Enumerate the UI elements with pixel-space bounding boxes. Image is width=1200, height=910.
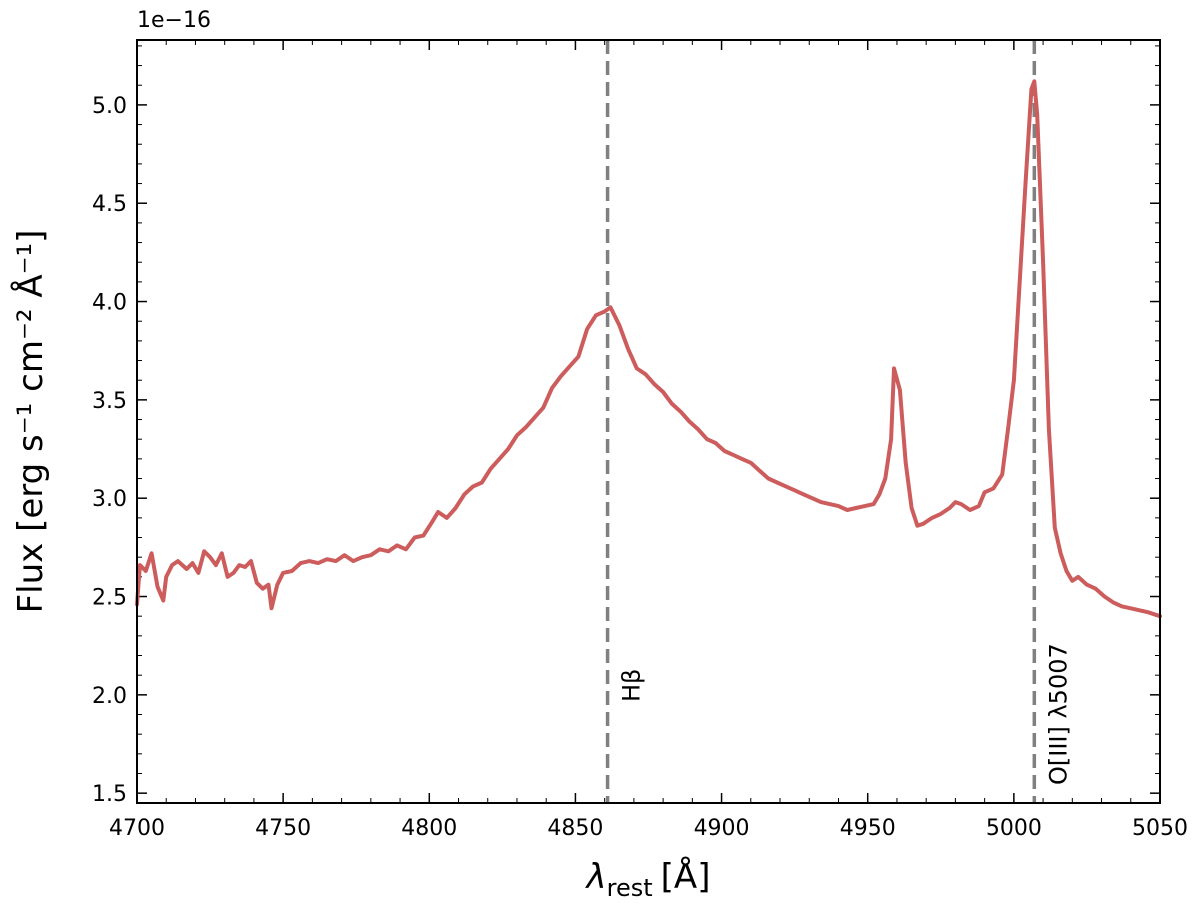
y-tick-label: 4.5 (92, 192, 127, 217)
x-axis-label-unit: [Å] (661, 856, 711, 897)
x-axis-label-symbol: λ (585, 857, 607, 897)
x-tick-label: 5000 (986, 816, 1042, 841)
x-tick-label: 4800 (401, 816, 457, 841)
y-tick-label: 2.5 (92, 586, 127, 611)
offset-text: 1e−16 (137, 8, 211, 33)
reference-lines: Hβ O[III] λ5007 (605, 40, 1072, 803)
reference-line-label: Hβ (618, 669, 646, 702)
x-tick-label: 4700 (109, 816, 165, 841)
y-tick-label: 5.0 (92, 94, 127, 119)
y-tick-label: 1.5 (92, 782, 127, 807)
x-tick-label: 4750 (255, 816, 311, 841)
x-tick-label: 4900 (694, 816, 750, 841)
y-tick-label: 3.5 (92, 389, 127, 414)
y-tick-label: 2.0 (92, 684, 127, 709)
y-tick-label: 4.0 (92, 291, 127, 316)
x-axis-label-subscript: rest (607, 874, 653, 902)
y-axis-label: Flux [erg s⁻¹ cm⁻² Å⁻¹] (10, 230, 51, 614)
x-tick-label: 4850 (547, 816, 603, 841)
spectrum-line (135, 79, 1162, 619)
plot-frame (136, 39, 1161, 804)
reference-line-label: O[III] λ5007 (1044, 643, 1072, 785)
axis-ticks: 4700 4750 4800 4850 4900 4950 5000 5050 1.5 2.0 2.… (92, 40, 1188, 841)
x-tick-label: 5050 (1132, 816, 1188, 841)
x-axis-label: λrest [Å] (585, 856, 711, 902)
y-tick-label: 3.0 (92, 487, 127, 512)
x-tick-label: 4950 (840, 816, 896, 841)
